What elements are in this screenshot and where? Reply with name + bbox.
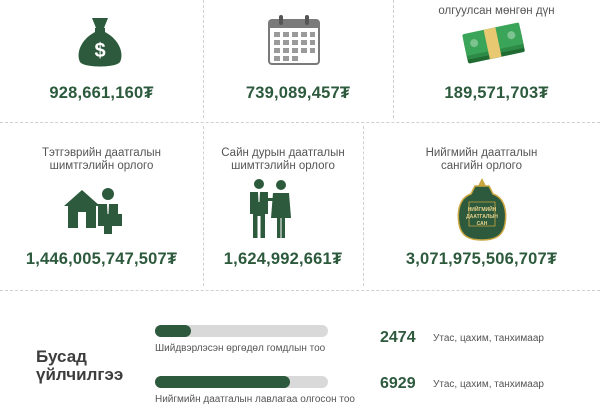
- money-bag-icon: $: [78, 18, 122, 67]
- stat-mid-2-amount: 1,624,992,661₮: [223, 250, 343, 268]
- services-title-2: үйлчилгээ: [36, 365, 124, 384]
- divider-row-2: [0, 290, 600, 291]
- stat-mid-3-label-2: сангийн орлого: [440, 160, 523, 172]
- calendar-icon: [268, 15, 320, 65]
- stat-mid-3-amount: 3,071,975,506,707₮: [405, 250, 558, 268]
- couple-icon: [250, 179, 291, 238]
- cash-stack-icon: [462, 22, 525, 64]
- stat-mid-3-label-1: Нийгмийн даатгалын: [425, 147, 538, 159]
- divider-top-1: [203, 0, 204, 118]
- divider-mid-2: [363, 126, 364, 286]
- svg-text:$: $: [94, 40, 105, 62]
- divider-row-1: [0, 122, 600, 123]
- seal-text-3: САН: [477, 221, 488, 227]
- service-channel-2: Утас, цахим, танхимаар: [433, 379, 544, 390]
- seal-text-1: НИЙГМИЙН: [468, 205, 497, 213]
- service-bar-1: [155, 325, 328, 337]
- service-count-1: 2474: [380, 329, 416, 346]
- stat-top-1-amount: 928,661,160₮: [49, 84, 154, 102]
- stat-mid-2-label-2: шимтгэлийн орлого: [231, 160, 335, 172]
- divider-top-2: [393, 0, 394, 118]
- service-bar-2-fill: [155, 376, 290, 388]
- stat-top-3-amount: 189,571,703₮: [444, 84, 549, 102]
- service-channel-1: Утас, цахим, танхимаар: [433, 333, 544, 344]
- stat-mid-1-label-2: шимтгэлийн орлого: [49, 160, 154, 172]
- services-title: Бусад үйлчилгээ: [36, 348, 123, 384]
- seal-text-2: ДААТГАЛЫН: [466, 214, 498, 220]
- house-person-icon: [64, 188, 122, 234]
- stat-mid-2-label-1: Сайн дурын даатгалын: [221, 147, 345, 159]
- service-caption-1: Шийдвэрлэсэн өргөдөл гомдлын тоо: [155, 343, 326, 354]
- stat-mid-1-amount: 1,446,005,747,507₮: [25, 250, 178, 268]
- service-bar-1-fill: [155, 325, 192, 337]
- services-title-1: Бусад: [36, 347, 87, 366]
- divider-mid-1: [203, 126, 204, 286]
- service-bar-2: [155, 376, 328, 388]
- stat-top-2-amount: 739,089,457₮: [245, 84, 351, 102]
- service-count-2: 6929: [380, 375, 416, 392]
- stat-mid-1-label-1: Тэтгэврийн даатгалын: [41, 147, 162, 159]
- stat-top-3-label: олгуулсан мөнгөн дүн: [438, 5, 555, 17]
- fund-seal-icon: НИЙГМИЙН ДААТГАЛЫН САН: [457, 178, 507, 241]
